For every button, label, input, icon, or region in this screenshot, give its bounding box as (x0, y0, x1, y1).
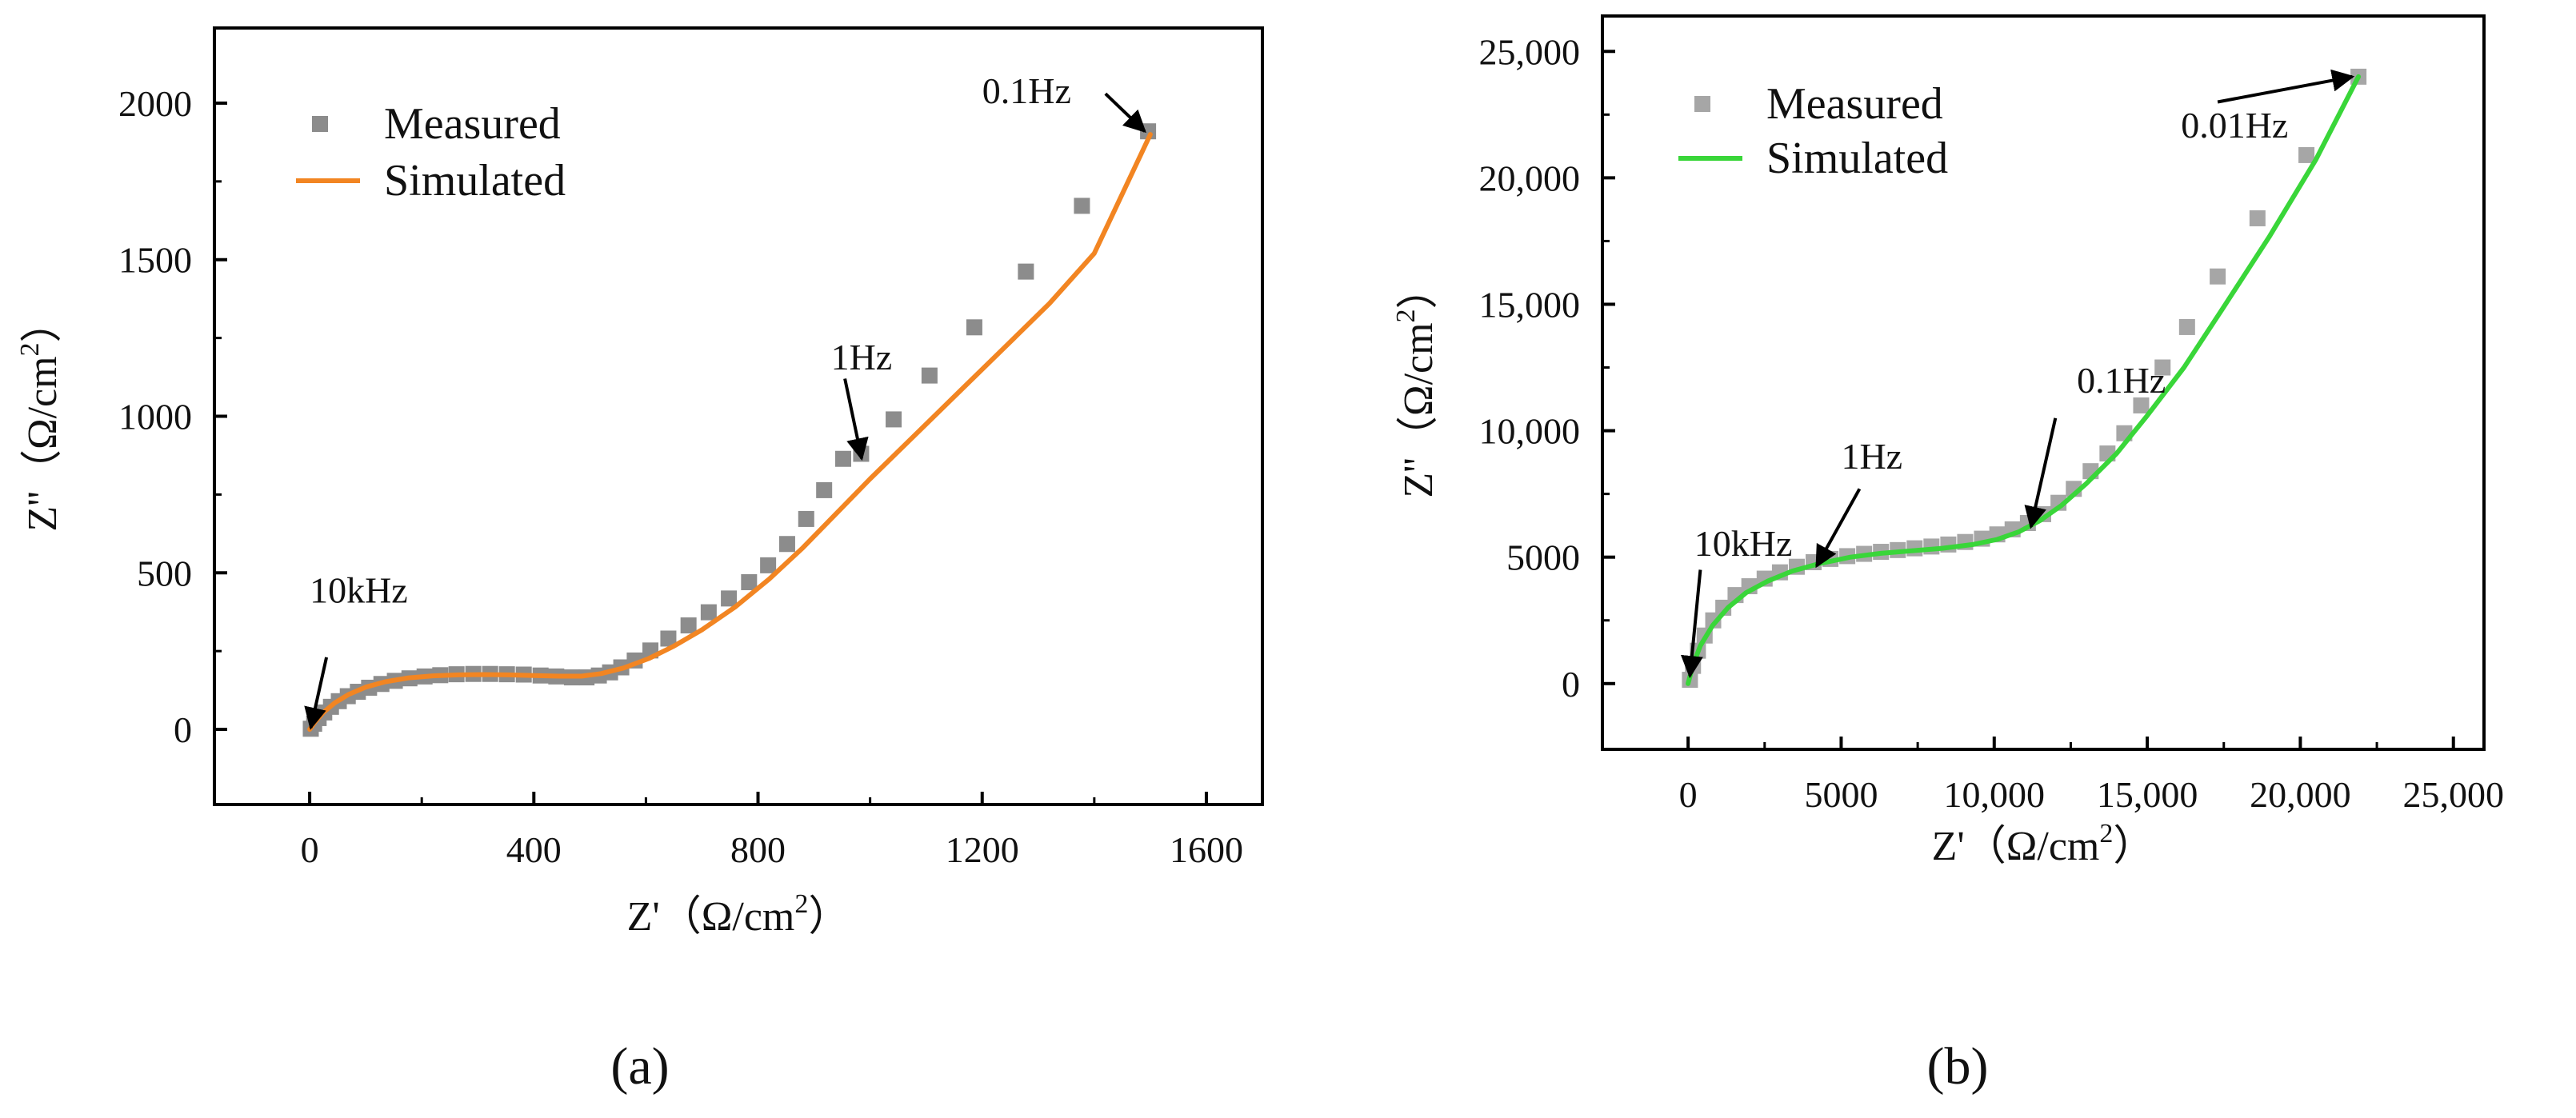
panel-a-measured-point (966, 319, 982, 336)
panel-a-x-tick-label: 1200 (946, 829, 1019, 870)
panel-a-frequency-label: 10kHz (310, 569, 408, 610)
panel-a-y-tick-label: 1000 (118, 397, 192, 437)
panel-a-x-tick-label: 400 (506, 829, 562, 870)
panel-a-measured-point (760, 557, 777, 573)
panel-b-legend-simulated-label: Simulated (1766, 134, 1948, 183)
panel-a-y-tick-label: 0 (174, 709, 192, 750)
panel-b-x-tick-label: 20,000 (2250, 774, 2351, 815)
panel-a-chart: 0 400 800 1200 1600 0 500 1000 1500 2000 Z'（Ω/cm2）… (15, 26, 1264, 1096)
panel-b-measured-point (2133, 397, 2150, 413)
panel-b-label: (b) (1927, 1037, 1989, 1096)
panel-a-frequency-label: 1Hz (831, 337, 893, 377)
panel-b-frequency-arrow (2217, 69, 2355, 104)
panel-b-frequency-label: 10kHz (1694, 523, 1793, 564)
panel-a-measured-point (700, 604, 717, 621)
panel-b-y-tick-label: 10,000 (1479, 411, 1581, 452)
panel-a-x-tick-label: 800 (730, 829, 786, 870)
panel-b-x-tick-label: 5000 (1804, 774, 1878, 815)
panel-b-frequency-arrow (1680, 569, 1703, 679)
panel-a-measured-point (921, 367, 938, 384)
panel-a-legend-simulated-label: Simulated (384, 156, 566, 206)
panel-a-legend-measured-marker (312, 116, 328, 132)
panel-b-y-tick-label: 15,000 (1479, 284, 1581, 325)
panel-a-measured-point (886, 411, 902, 428)
panel-b-measured-point (2298, 146, 2315, 163)
panel-b-frequency-label: 0.1Hz (2077, 360, 2166, 401)
panel-a-x-tick-label: 1600 (1170, 829, 1243, 870)
panel-b-x-tick-label: 25,000 (2402, 774, 2504, 815)
panel-b-frequency-arrow (1815, 488, 1862, 569)
panel-b-measured-point (2178, 318, 2195, 335)
panel-b-chart: 0 5000 10,000 15,000 20,000 25,000 0 5000 10,000… (1391, 14, 2504, 1096)
panel-b-legend-measured-marker (1694, 96, 1710, 112)
panel-b-frequency-label: 1Hz (1841, 436, 1902, 477)
panel-b-y-tick-label: 0 (1562, 664, 1580, 705)
panel-b-simulated-line (1686, 74, 2362, 686)
panel-a-measured-point (835, 450, 851, 467)
panel-b-frequency-arrow (2024, 417, 2058, 529)
panel-b-measured-point (2210, 268, 2226, 285)
panel-b-y-tick-label: 5000 (1506, 537, 1580, 578)
panel-a-measured-point (1018, 263, 1034, 280)
panel-a-simulated-line (307, 132, 1153, 732)
panel-a-y-tick-label: 1500 (118, 240, 192, 281)
panel-a-frequency-arrow (304, 657, 329, 730)
panel-a-y-axis-title: Z''（Ω/cm2） (15, 301, 66, 531)
panel-b-frequency-label: 0.01Hz (2181, 105, 2288, 146)
panel-a-frequency-label: 0.1Hz (982, 70, 1071, 111)
panel-b-y-tick-label: 25,000 (1479, 31, 1581, 72)
panel-b-x-tick-label: 15,000 (2097, 774, 2198, 815)
panel-a-y-tick-label: 2000 (118, 83, 192, 124)
panel-a-frequency-arrow (1104, 92, 1146, 134)
panel-b-x-tick-label: 10,000 (1944, 774, 2046, 815)
panel-a-measured-point (798, 510, 814, 527)
panel-a-measured-point (741, 574, 758, 591)
panel-a-x-tick-label: 0 (301, 829, 319, 870)
panel-a-y-tick-label: 500 (137, 553, 192, 593)
panel-b-legend-measured-label: Measured (1766, 79, 1943, 129)
panel-a-measured-point (660, 630, 677, 647)
panel-a-measured-point (721, 590, 738, 607)
panel-b-x-tick-label: 0 (1679, 774, 1698, 815)
panel-a-measured-point (680, 617, 697, 634)
panel-a-label: (a) (610, 1037, 669, 1096)
panel-b-x-axis-title: Z'（Ω/cm2） (1932, 819, 2155, 869)
panel-b-measured-point (1705, 612, 1722, 629)
panel-a-measured-point (778, 536, 795, 553)
panel-a-measured-point (816, 481, 833, 498)
panel-b-measured-point (2249, 210, 2266, 226)
panel-a-frequency-arrow (843, 378, 869, 461)
panel-b-measured-point (2154, 359, 2171, 376)
panel-b-y-axis-title: Z''（Ω/cm2） (1391, 267, 1442, 497)
panel-a-measured-point (1074, 198, 1090, 214)
panel-a-x-axis-title: Z'（Ω/cm2） (627, 889, 850, 940)
panel-b-plot-frame (1601, 14, 2486, 751)
panel-a-legend-measured-label: Measured (384, 99, 561, 149)
panel-b-y-tick-label: 20,000 (1479, 158, 1581, 198)
